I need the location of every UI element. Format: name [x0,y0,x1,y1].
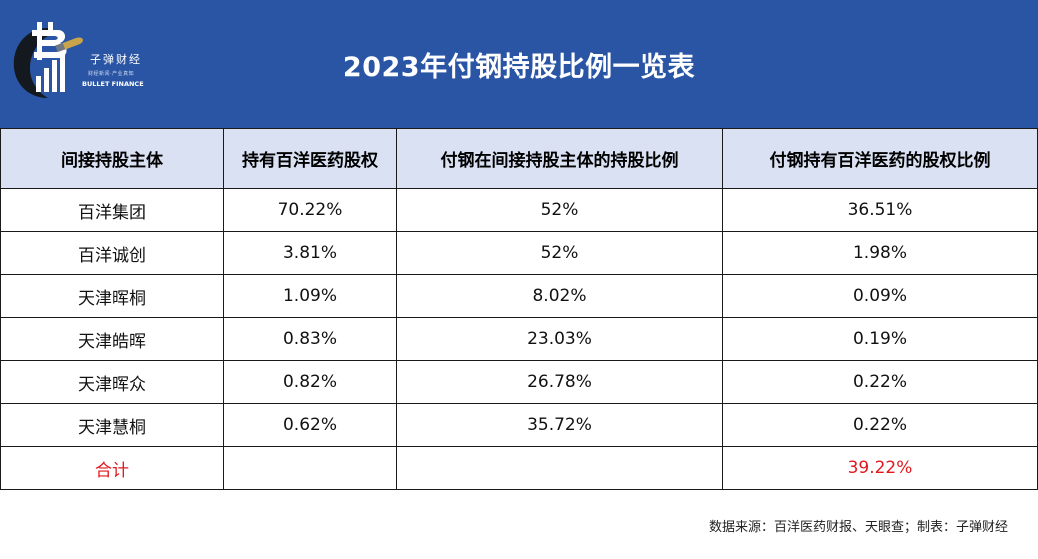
shareholding-table: 间接持股主体 持有百洋医药股权 付钢在间接持股主体的持股比例 付钢持有百洋医药的… [0,128,1038,490]
cell-entity: 天津慧桐 [0,403,224,447]
cell-holding: 0.83% [223,317,397,361]
logo-english-name: BULLET FINANCE [82,80,144,88]
page-title: 2023年付钢持股比例一览表 [342,51,696,83]
table-row: 天津晖众 0.82% 26.78% 0.22% [0,360,1038,404]
cell-entity: 天津晖众 [0,360,224,404]
cell-entity: 百洋集团 [0,188,224,232]
cell-share: 0.09% [722,274,1038,318]
cell-share: 0.22% [722,360,1038,404]
column-header: 持有百洋医药股权 [223,128,397,189]
table-row: 百洋诚创 3.81% 52% 1.98% [0,231,1038,275]
cell-share: 36.51% [722,188,1038,232]
cell-share: 1.98% [722,231,1038,275]
source-note: 数据来源：百洋医药财报、天眼查；制表：子弹财经 [708,520,1008,535]
cell-share: 0.22% [722,403,1038,447]
cell-holding: 70.22% [223,188,397,232]
table-header-row: 间接持股主体 持有百洋医药股权 付钢在间接持股主体的持股比例 付钢持有百洋医药的… [0,128,1038,189]
total-label: 合计 [0,446,224,490]
cell-ratio: 23.03% [396,317,723,361]
cell-ratio: 35.72% [396,403,723,447]
cell-entity: 百洋诚创 [0,231,224,275]
logo-chinese-name: 子弹财经 [90,53,142,66]
cell-ratio: 52% [396,231,723,275]
table-row: 天津皓晖 0.83% 23.03% 0.19% [0,317,1038,361]
bullet-logo-icon [13,22,83,98]
total-ratio [396,446,723,490]
cell-holding: 0.82% [223,360,397,404]
column-header: 付钢在间接持股主体的持股比例 [396,128,723,189]
cell-holding: 0.62% [223,403,397,447]
table-row: 百洋集团 70.22% 52% 36.51% [0,188,1038,232]
cell-entity: 天津晖桐 [0,274,224,318]
table-row: 天津慧桐 0.62% 35.72% 0.22% [0,403,1038,447]
cell-ratio: 8.02% [396,274,723,318]
cell-ratio: 26.78% [396,360,723,404]
table-row: 天津晖桐 1.09% 8.02% 0.09% [0,274,1038,318]
total-row: 合计 39.22% [0,446,1038,490]
cell-ratio: 52% [396,188,723,232]
logo-tagline: 财经新闻·产业真知 [88,71,135,77]
cell-share: 0.19% [722,317,1038,361]
cell-holding: 3.81% [223,231,397,275]
bullet-finance-logo: 子弹财经 财经新闻·产业真知 BULLET FINANCE [10,18,160,104]
cell-holding: 1.09% [223,274,397,318]
cell-entity: 天津皓晖 [0,317,224,361]
title-banner: 子弹财经 财经新闻·产业真知 BULLET FINANCE 2023年付钢持股比… [0,0,1038,128]
column-header: 间接持股主体 [0,128,224,189]
column-header: 付钢持有百洋医药的股权比例 [722,128,1038,189]
total-share: 39.22% [722,446,1038,490]
total-holding [223,446,397,490]
